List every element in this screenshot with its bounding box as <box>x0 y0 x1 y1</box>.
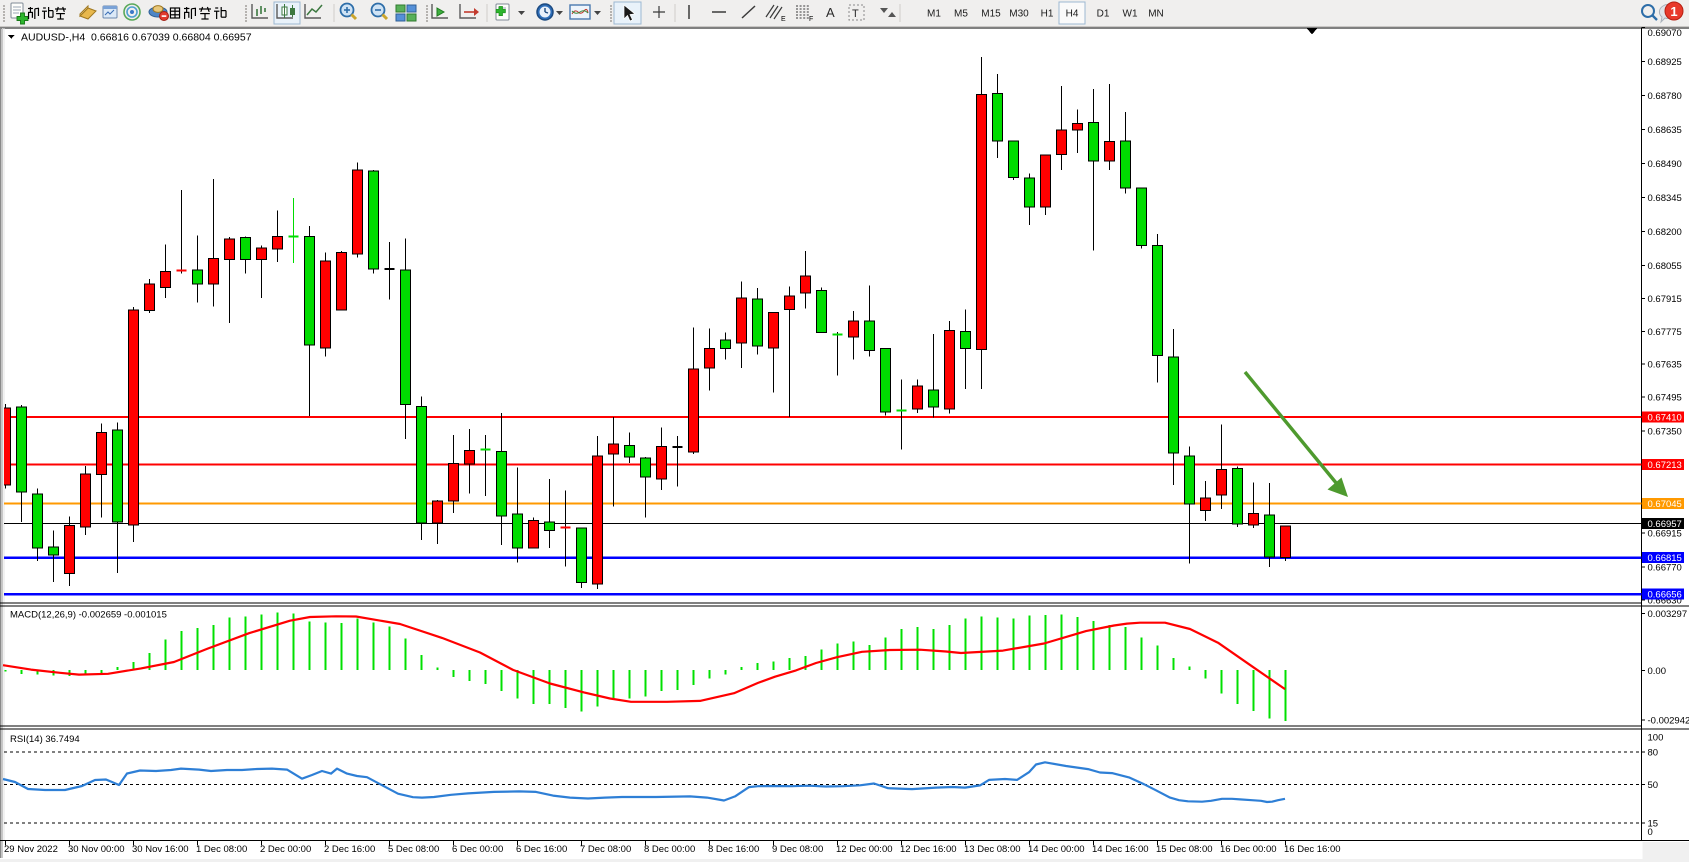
svg-text:0.67915: 0.67915 <box>1648 294 1682 305</box>
svg-text:8 Dec 16:00: 8 Dec 16:00 <box>708 844 759 855</box>
svg-text:-0.002942: -0.002942 <box>1648 716 1689 727</box>
svg-text:M15: M15 <box>981 9 1001 20</box>
svg-text:0.66957: 0.66957 <box>1648 519 1682 530</box>
svg-text:0.66770: 0.66770 <box>1648 563 1682 574</box>
svg-text:2 Dec 16:00: 2 Dec 16:00 <box>324 844 375 855</box>
svg-text:0.67775: 0.67775 <box>1648 327 1682 338</box>
svg-text:7 Dec 08:00: 7 Dec 08:00 <box>580 844 631 855</box>
svg-text:0.68490: 0.68490 <box>1648 159 1682 170</box>
svg-text:80: 80 <box>1648 748 1659 759</box>
svg-text:A: A <box>826 5 835 20</box>
svg-text:0.66815: 0.66815 <box>1648 553 1682 564</box>
svg-text:0: 0 <box>1648 827 1653 838</box>
svg-text:H1: H1 <box>1041 9 1054 20</box>
svg-text:T: T <box>852 8 859 20</box>
svg-text:0.67213: 0.67213 <box>1648 460 1682 471</box>
svg-text:MN: MN <box>1148 9 1164 20</box>
svg-text:W1: W1 <box>1123 9 1138 20</box>
svg-text:16 Dec 00:00: 16 Dec 00:00 <box>1220 844 1277 855</box>
svg-text:0.00: 0.00 <box>1648 666 1667 677</box>
svg-text:16 Dec 16:00: 16 Dec 16:00 <box>1284 844 1341 855</box>
svg-text:0.67495: 0.67495 <box>1648 393 1682 404</box>
svg-text:M30: M30 <box>1009 9 1029 20</box>
svg-text:D1: D1 <box>1097 9 1110 20</box>
svg-text:MACD(12,26,9) -0.002659 -0.001: MACD(12,26,9) -0.002659 -0.001015 <box>10 610 167 621</box>
svg-text:2 Dec 00:00: 2 Dec 00:00 <box>260 844 311 855</box>
svg-text:0.67350: 0.67350 <box>1648 427 1682 438</box>
svg-text:0.68780: 0.68780 <box>1648 91 1682 102</box>
svg-text:13 Dec 08:00: 13 Dec 08:00 <box>964 844 1021 855</box>
svg-text:6 Dec 16:00: 6 Dec 16:00 <box>516 844 567 855</box>
svg-text:14 Dec 00:00: 14 Dec 00:00 <box>1028 844 1085 855</box>
svg-text:29 Nov 2022: 29 Nov 2022 <box>4 844 58 855</box>
svg-text:0.68200: 0.68200 <box>1648 227 1682 238</box>
svg-text:M1: M1 <box>927 9 941 20</box>
svg-text:M5: M5 <box>954 9 968 20</box>
svg-text:8 Dec 00:00: 8 Dec 00:00 <box>644 844 695 855</box>
svg-text:0.003297: 0.003297 <box>1648 609 1688 620</box>
svg-text:30 Nov 00:00: 30 Nov 00:00 <box>68 844 125 855</box>
svg-text:0.68635: 0.68635 <box>1648 125 1682 136</box>
svg-text:12 Dec 16:00: 12 Dec 16:00 <box>900 844 957 855</box>
svg-text:5 Dec 08:00: 5 Dec 08:00 <box>388 844 439 855</box>
svg-text:0.66656: 0.66656 <box>1648 590 1682 601</box>
svg-text:E: E <box>781 16 786 23</box>
svg-text:0.68925: 0.68925 <box>1648 57 1682 68</box>
svg-text:F: F <box>809 16 813 23</box>
svg-text:0.67410: 0.67410 <box>1648 413 1682 424</box>
svg-text:H4: H4 <box>1066 9 1079 20</box>
svg-text:1: 1 <box>1670 4 1677 19</box>
svg-text:0.67635: 0.67635 <box>1648 360 1682 371</box>
svg-text:0.67045: 0.67045 <box>1648 499 1682 510</box>
svg-text:100: 100 <box>1648 733 1664 744</box>
svg-text:12 Dec 00:00: 12 Dec 00:00 <box>836 844 893 855</box>
svg-text:AUDUSD-,H4 0.66816 0.67039 0.: AUDUSD-,H4 0.66816 0.67039 0.66804 0.669… <box>21 32 252 44</box>
svg-text:RSI(14) 36.7494: RSI(14) 36.7494 <box>10 734 80 745</box>
svg-text:14 Dec 16:00: 14 Dec 16:00 <box>1092 844 1149 855</box>
svg-text:1 Dec 08:00: 1 Dec 08:00 <box>196 844 247 855</box>
svg-text:15 Dec 08:00: 15 Dec 08:00 <box>1156 844 1213 855</box>
svg-text:50: 50 <box>1648 780 1659 791</box>
svg-text:0.68055: 0.68055 <box>1648 261 1682 272</box>
svg-text:9 Dec 08:00: 9 Dec 08:00 <box>772 844 823 855</box>
svg-text:0.69070: 0.69070 <box>1648 28 1682 39</box>
svg-text:30 Nov 16:00: 30 Nov 16:00 <box>132 844 189 855</box>
svg-text:0.68345: 0.68345 <box>1648 193 1682 204</box>
svg-text:6 Dec 00:00: 6 Dec 00:00 <box>452 844 503 855</box>
svg-text:0.66915: 0.66915 <box>1648 529 1682 540</box>
